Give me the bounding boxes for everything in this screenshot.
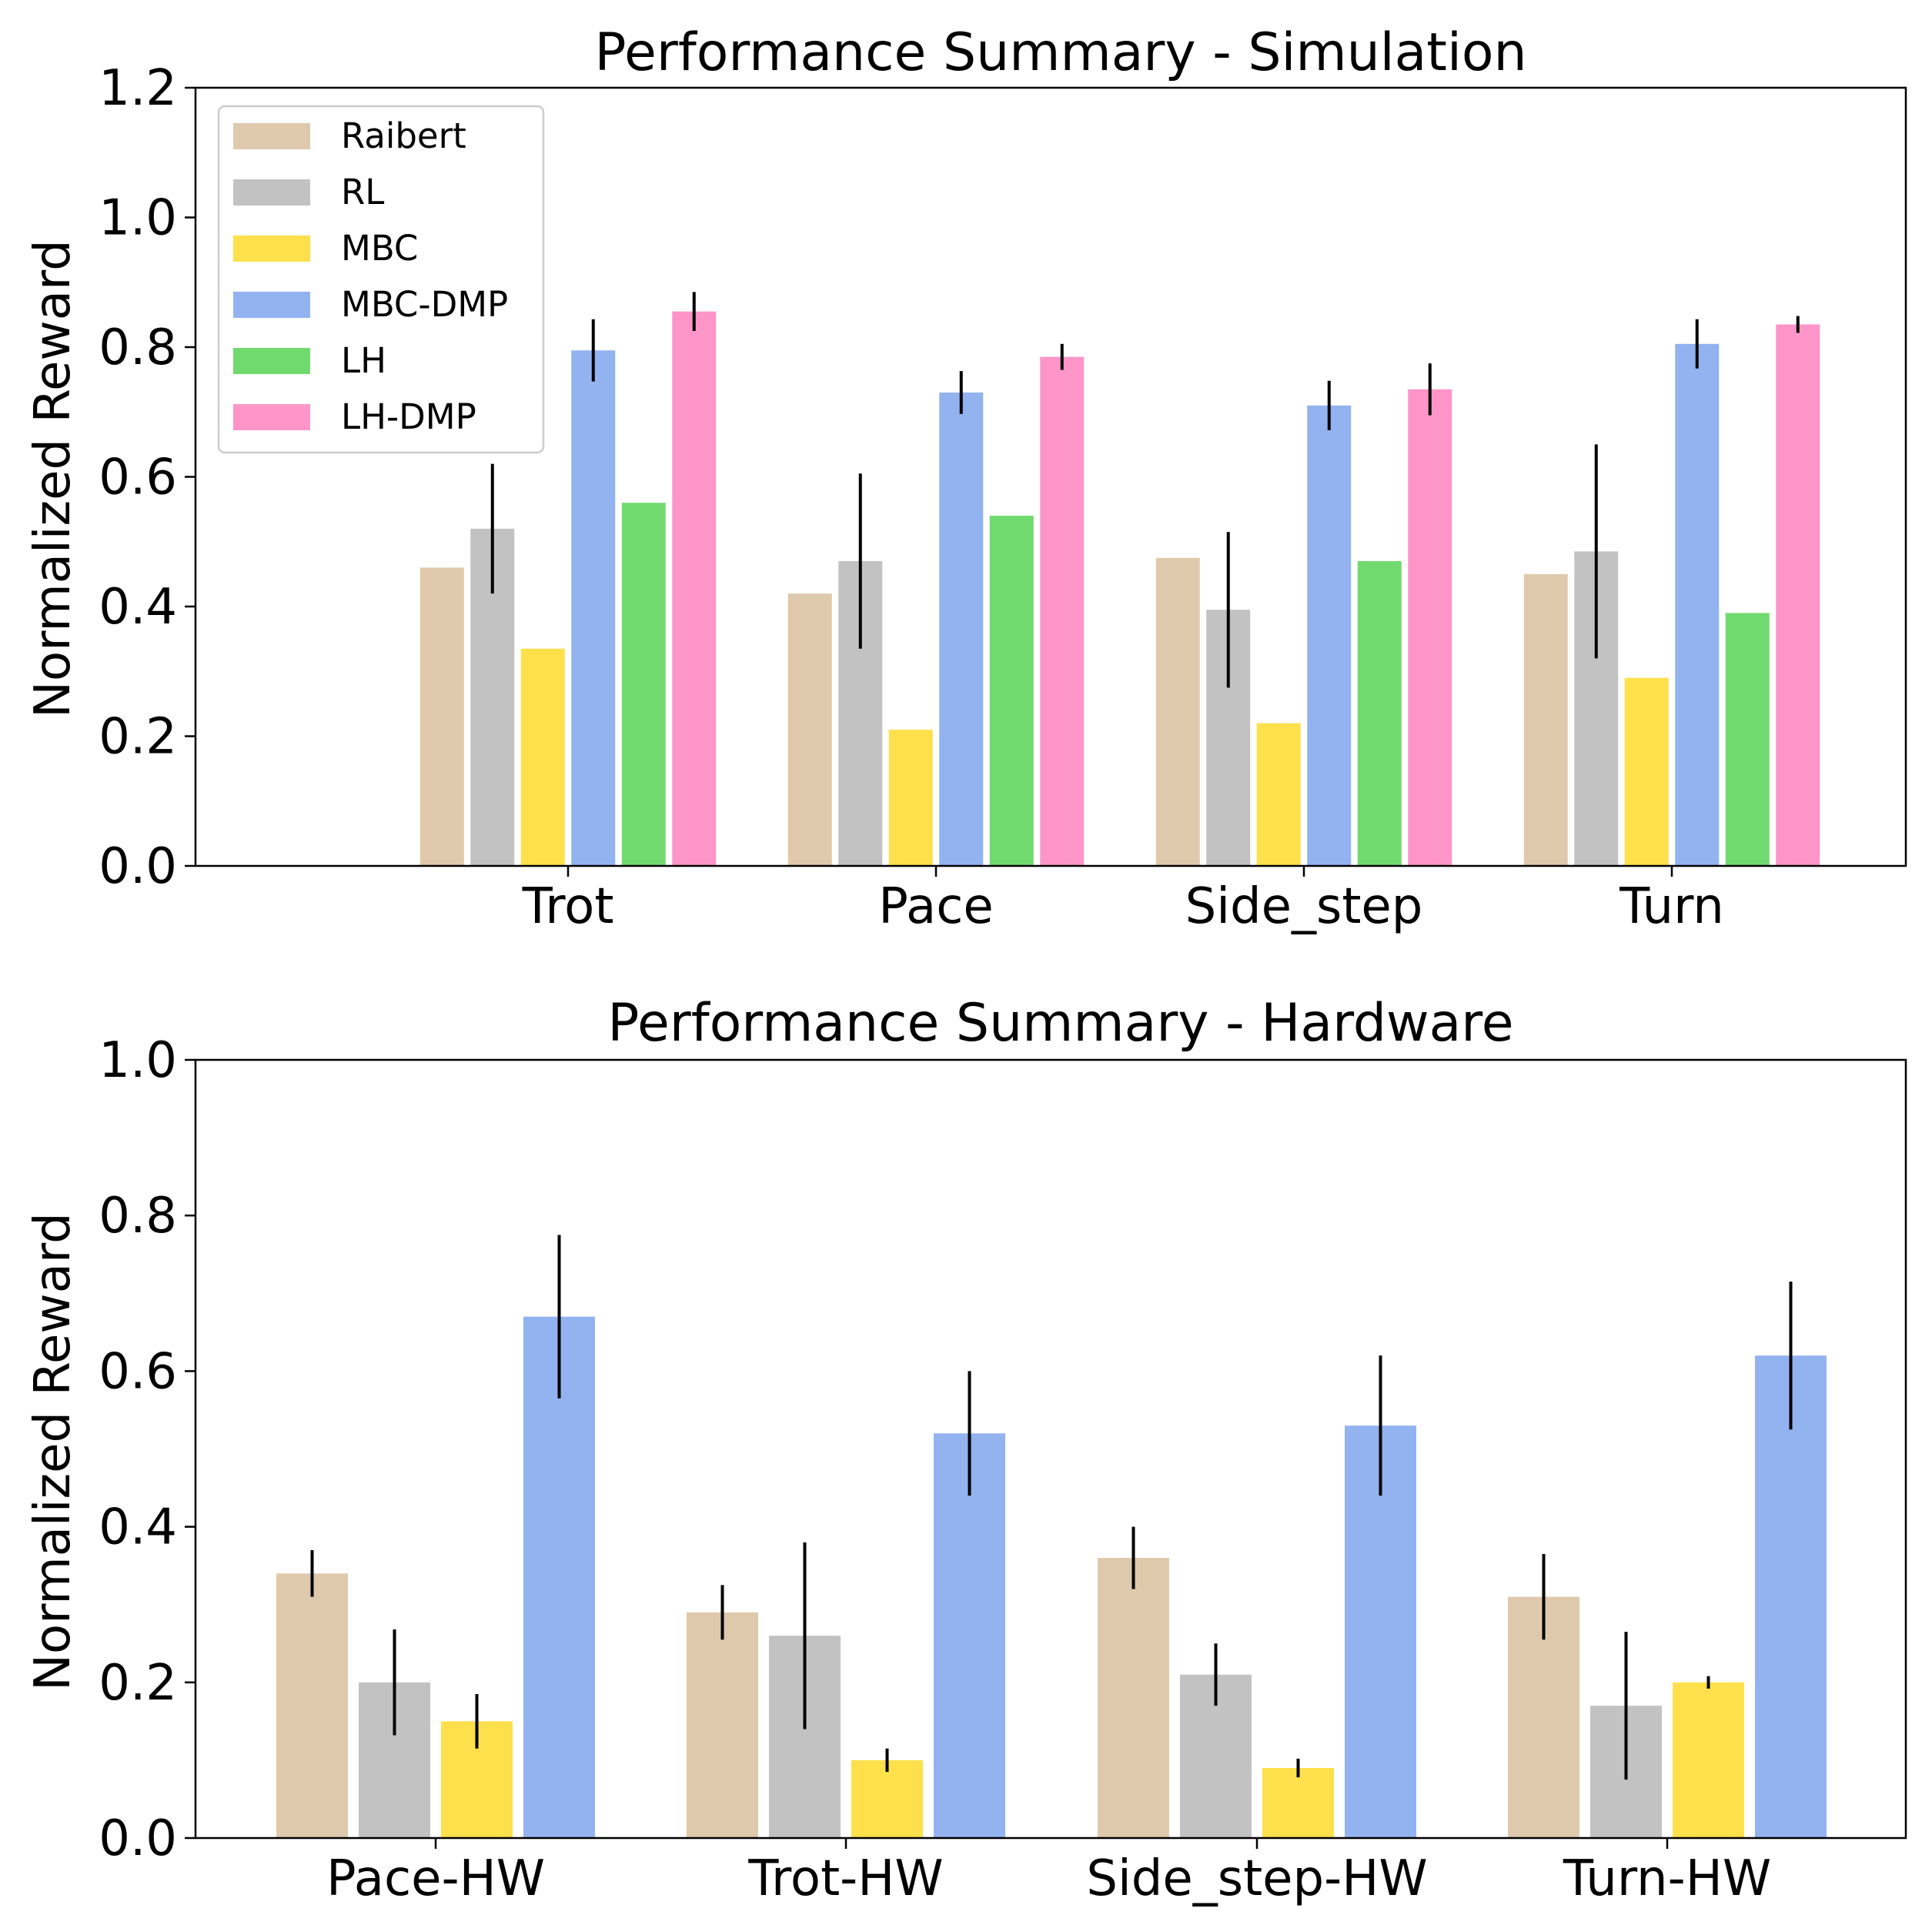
bar-raibert-side-step-hw bbox=[1098, 1558, 1169, 1838]
x-tick-label-side-step: Side_step bbox=[1185, 878, 1423, 935]
chart-title-simulation: Performance Summary - Simulation bbox=[594, 22, 1526, 83]
hardware-y-ticks: 0.0 0.2 0.4 0.6 0.8 1.0 bbox=[99, 1032, 196, 1867]
legend-label-raibert: Raibert bbox=[341, 115, 466, 156]
hardware-chart: Performance Summary - Hardware 0.0 0.2 0.4… bbox=[25, 993, 1907, 1907]
bar-lh-dmp-pace bbox=[1040, 356, 1085, 866]
legend-swatch-lh bbox=[233, 348, 310, 374]
y-tick-label: 1.0 bbox=[99, 1032, 177, 1089]
y-tick-label: 0.4 bbox=[99, 1499, 177, 1556]
legend-label-rl: RL bbox=[341, 172, 384, 212]
y-axis-label-simulation: Normalized Reward bbox=[25, 239, 82, 718]
bar-lh-dmp-turn bbox=[1776, 324, 1820, 866]
simulation-plot-frame bbox=[194, 86, 1907, 867]
bar-lh-side-step bbox=[1357, 561, 1402, 866]
bar-lh-trot bbox=[621, 503, 666, 866]
bar-mbc-side-step-hw bbox=[1262, 1768, 1334, 1838]
hardware-x-ticks: Pace-HW Trot-HW Side_step-HW Turn-HW bbox=[326, 1838, 1771, 1907]
legend: Raibert RL MBC MBC-DMP LH LH-DMP bbox=[217, 105, 545, 454]
simulation-x-ticks: Trot Pace Side_step Turn bbox=[522, 866, 1724, 935]
y-tick-label: 0.0 bbox=[99, 838, 177, 895]
y-tick-label: 0.0 bbox=[99, 1810, 177, 1867]
y-tick-label: 0.6 bbox=[99, 450, 177, 506]
bar-lh-dmp-trot bbox=[672, 311, 717, 867]
x-tick-label-turn-hw: Turn-HW bbox=[1563, 1850, 1771, 1907]
y-tick-label: 0.2 bbox=[99, 709, 177, 766]
x-tick-label-side-step-hw: Side_step-HW bbox=[1086, 1850, 1427, 1907]
x-tick-label-pace-hw: Pace-HW bbox=[326, 1850, 545, 1907]
legend-label-mbc-dmp: MBC-DMP bbox=[341, 284, 508, 325]
y-tick-label: 0.2 bbox=[99, 1655, 177, 1712]
bar-mbc-dmp-pace-hw bbox=[523, 1316, 595, 1838]
bar-mbc-dmp-trot bbox=[571, 350, 616, 866]
hardware-error-bars bbox=[310, 1235, 1793, 1780]
x-tick-label-trot: Trot bbox=[522, 878, 614, 935]
bar-raibert-turn bbox=[1523, 573, 1568, 866]
bar-mbc-turn bbox=[1624, 677, 1669, 866]
bar-mbc-side-step bbox=[1256, 723, 1301, 866]
bar-mbc-trot-hw bbox=[851, 1760, 923, 1838]
bar-raibert-trot bbox=[419, 567, 464, 866]
y-tick-label: 0.4 bbox=[99, 579, 177, 636]
legend-swatch-rl bbox=[233, 179, 310, 206]
legend-swatch-lh-dmp bbox=[233, 404, 310, 430]
simulation-chart: Performance Summary - Simulation 0.00.20… bbox=[25, 22, 1907, 935]
x-tick-label-pace: Pace bbox=[878, 878, 994, 935]
bar-mbc-dmp-turn bbox=[1675, 343, 1720, 867]
chart-title-hardware: Performance Summary - Hardware bbox=[607, 993, 1513, 1054]
y-axis-label-hardware: Normalized Reward bbox=[25, 1212, 82, 1691]
legend-swatch-mbc-dmp bbox=[233, 292, 310, 318]
legend-swatch-raibert bbox=[233, 123, 310, 149]
legend-label-mbc: MBC bbox=[341, 228, 418, 269]
simulation-bars bbox=[419, 311, 1820, 867]
bar-lh-pace bbox=[989, 516, 1034, 866]
hardware-plot-frame bbox=[194, 1058, 1907, 1840]
bar-lh-turn bbox=[1725, 613, 1770, 866]
y-tick-label: 1.2 bbox=[99, 60, 177, 117]
x-tick-label-trot-hw: Trot-HW bbox=[747, 1850, 943, 1907]
bar-mbc-turn-hw bbox=[1673, 1682, 1744, 1838]
y-tick-label: 1.0 bbox=[99, 190, 177, 247]
bar-lh-dmp-side-step bbox=[1408, 389, 1452, 866]
bar-raibert-side-step bbox=[1155, 557, 1200, 866]
legend-label-lh-dmp: LH-DMP bbox=[341, 396, 476, 437]
simulation-error-bars bbox=[490, 292, 1800, 688]
legend-label-lh: LH bbox=[341, 340, 386, 381]
bar-mbc-pace bbox=[888, 730, 933, 866]
bar-mbc-dmp-turn-hw bbox=[1755, 1355, 1827, 1838]
bar-mbc-dmp-side-step bbox=[1307, 405, 1352, 866]
y-tick-label: 0.6 bbox=[99, 1343, 177, 1400]
legend-swatch-mbc bbox=[233, 236, 310, 262]
y-tick-label: 0.8 bbox=[99, 319, 177, 376]
y-tick-label: 0.8 bbox=[99, 1188, 177, 1245]
bar-raibert-trot-hw bbox=[687, 1612, 758, 1838]
x-tick-label-turn: Turn bbox=[1619, 878, 1724, 935]
bar-raibert-pace bbox=[787, 593, 832, 866]
bar-raibert-pace-hw bbox=[276, 1573, 348, 1838]
bar-mbc-dmp-trot-hw bbox=[934, 1433, 1005, 1838]
bar-mbc-trot bbox=[520, 648, 565, 866]
bar-mbc-dmp-pace bbox=[939, 392, 984, 867]
hardware-bars bbox=[276, 1316, 1827, 1838]
simulation-y-ticks: 0.0 0.2 0.4 0.6 0.8 1.0 1.2 bbox=[99, 60, 196, 895]
